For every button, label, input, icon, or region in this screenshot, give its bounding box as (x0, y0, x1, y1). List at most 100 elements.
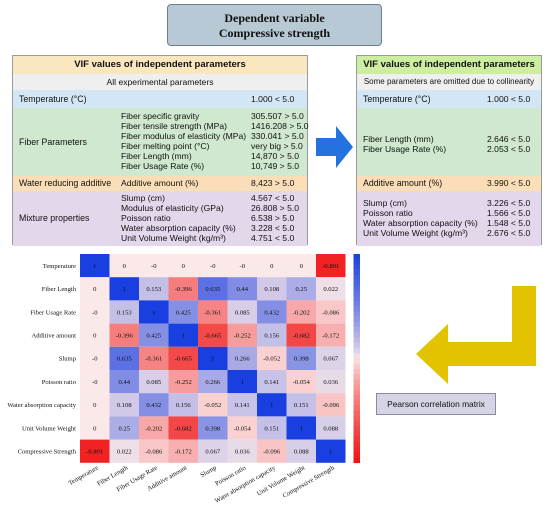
dependent-variable-box: Dependent variable Compressive strength (167, 4, 382, 46)
param-label: Fiber tensile strength (MPa) (121, 121, 228, 131)
vif-table-reduced-subtitle: Some parameters are omitted due to colli… (357, 74, 541, 90)
colorbar-segment (353, 384, 360, 391)
heatmap-cell (198, 323, 228, 347)
heatmap-cell (109, 346, 139, 370)
heatmap-cell (139, 370, 169, 394)
heatmap-cell-label: -0.096 (322, 402, 340, 409)
heatmap-cell (227, 439, 257, 463)
heatmap-cell (139, 277, 169, 301)
heatmap-cell (257, 254, 287, 278)
heatmap-cell (227, 393, 257, 417)
param-label: Additive amount (%) (121, 178, 199, 188)
section-name: Water reducing additive (19, 178, 112, 188)
heatmap-cell-label: -0.086 (322, 309, 340, 316)
heatmap-cell-label: 0.425 (146, 333, 162, 340)
vif-value: 1416.208 > 5.0 (251, 121, 309, 131)
section-name: Fiber Parameters (19, 137, 87, 147)
heatmap-cell (80, 254, 110, 278)
vif-value: very big > 5.0 (251, 141, 303, 151)
colorbar-segment (353, 436, 360, 443)
colorbar-segment (353, 332, 360, 338)
heatmap-cell (257, 323, 287, 347)
yellow-arrow-icon (416, 286, 536, 384)
heatmap-cell-label: 0.398 (294, 356, 310, 363)
heatmap-cell (257, 277, 287, 301)
colorbar-segment (353, 447, 360, 453)
heatmap-cell (139, 439, 169, 463)
heatmap-cell-label: 0.108 (117, 402, 133, 409)
heatmap-cell (109, 393, 139, 417)
heatmap-cell (227, 323, 257, 347)
param-label: Fiber specific gravity (121, 111, 200, 121)
heatmap-cell-label: 0 (93, 333, 97, 340)
heatmap-row-label: Fiber Length (42, 286, 77, 293)
heatmap-cell (168, 277, 198, 301)
heatmap-cell-label: -0 (92, 379, 98, 386)
param-label: Slump (cm) (363, 198, 407, 208)
colorbar-segment (353, 342, 360, 349)
heatmap-cell (257, 439, 287, 463)
vif-table-all: VIF values of independent parameters All… (12, 55, 309, 246)
heatmap-cell (198, 393, 228, 417)
heatmap-cell (168, 439, 198, 463)
vif-value: 4.751 < 5.0 (251, 233, 295, 243)
param-label: Water absorption capacity (%) (121, 223, 236, 233)
heatmap-cell (198, 416, 228, 440)
correlation-heatmap: 1 0 -0 0 -0 -0 0 0 -0.891 0 1 0.153 -0.396 0.635 0.44 0… (7, 254, 360, 505)
heatmap-cell (316, 300, 346, 324)
colorbar-segment (353, 316, 360, 323)
vif-table-all-title: VIF values of independent parameters (13, 56, 307, 74)
colorbar-segment (353, 368, 360, 375)
heatmap-col-label: Slump (199, 464, 218, 479)
heatmap-cell-label: 1 (182, 333, 185, 340)
heatmap-cell-label: 0.635 (117, 356, 133, 363)
heatmap-cell (109, 300, 139, 324)
colorbar-segment (353, 441, 360, 448)
heatmap-cell (80, 300, 110, 324)
heatmap-cell (168, 370, 198, 394)
heatmap-cell-label: 1 (241, 379, 244, 386)
param-label: Fiber Length (mm) (121, 151, 192, 161)
heatmap-cell (257, 416, 287, 440)
heatmap-cell-label: 0 (123, 263, 127, 270)
heatmap-cell (80, 393, 110, 417)
heatmap-cell-label: 0 (300, 263, 304, 270)
heatmap-cell (286, 346, 316, 370)
vif-value: 1.566 < 5.0 (487, 208, 531, 218)
heatmap-cell-label: -0.054 (234, 425, 252, 432)
heatmap-cell-label: -0.052 (263, 356, 280, 363)
colorbar-segment (353, 274, 360, 281)
heatmap-cell-label: -0.682 (293, 333, 310, 340)
heatmap-cell (257, 300, 287, 324)
heatmap-cell (80, 439, 110, 463)
heatmap-cell-label: 0.067 (205, 449, 221, 456)
vif-value: 1.548 < 5.0 (487, 218, 531, 228)
heatmap-cell-label: 1 (270, 402, 273, 409)
heatmap-cell-label: 0.266 (205, 379, 221, 386)
heatmap-cell-label: 1 (300, 425, 303, 432)
heatmap-cell (80, 416, 110, 440)
vif-value: 26.808 > 5.0 (251, 203, 300, 213)
section-name: Temperature (°C) (19, 94, 87, 104)
colorbar-segment (353, 426, 360, 432)
colorbar-segment (353, 389, 360, 396)
heatmap-cell-label: 0.022 (323, 286, 338, 293)
heatmap-cell-label: -0.252 (175, 379, 192, 386)
colorbar-segment (353, 400, 360, 406)
colorbar-segment (353, 337, 360, 344)
heatmap-cell-label: 0.156 (264, 333, 280, 340)
colorbar-segment (353, 285, 360, 291)
colorbar-segment (353, 300, 360, 307)
heatmap-cell-label: -0.052 (204, 402, 221, 409)
param-label: Fiber Usage Rate (%) (363, 144, 447, 154)
heatmap-cell (139, 416, 169, 440)
param-label: Poisson ratio (121, 213, 171, 223)
heatmap-cell-label: -0 (151, 263, 157, 270)
heatmap-cell (139, 254, 169, 278)
heatmap-cell-label: -0 (240, 263, 246, 270)
heatmap-cell (286, 254, 316, 278)
heatmap-cell-label: 0.088 (323, 425, 339, 432)
heatmap-cell-label: 0.44 (118, 379, 130, 386)
heatmap-row-label: Slump (59, 356, 77, 363)
heatmap-cell-label: 1 (329, 449, 332, 456)
